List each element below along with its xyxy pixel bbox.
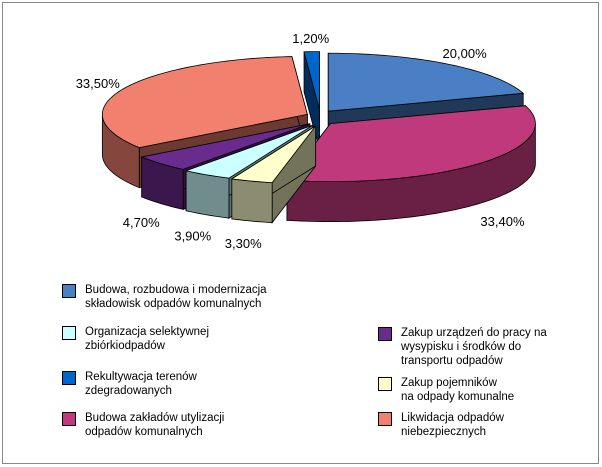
slice-wall [231,178,273,224]
legend-item: Organizacja selektywnej zbiórkiodpadów [62,325,209,353]
legend-label: Organizacja selektywnej zbiórkiodpadów [85,326,210,352]
legend-item: Budowa, rozbudowa i modernizacja składow… [62,283,267,311]
legend-label: Rekultywacja terenów zdegradowanych [85,371,197,397]
legend-item: Zakup pojemników na odpady komunalne [378,376,514,404]
legend-swatch [62,284,76,298]
legend-label: Budowa, rozbudowa i modernizacja składow… [85,284,267,310]
slice-top [101,56,308,149]
slice-top [303,51,320,110]
slice-top [140,123,310,170]
legend-swatch [378,377,392,391]
data-label: 20,00% [443,46,488,61]
data-label: 33,40% [480,214,525,229]
slice-wall [185,170,230,219]
data-label: 4,70% [123,215,160,230]
slice-top [184,124,313,179]
legend-swatch [378,412,392,426]
legend-label: Likwidacja odpadów niebezpiecznych [401,412,504,438]
data-label: 3,30% [225,236,262,251]
legend-swatch [62,412,76,426]
slice-top [230,125,316,184]
legend-swatch [62,326,76,340]
legend-item: Rekultywacja terenów zdegradowanych [62,370,197,398]
data-label: 1,20% [292,31,329,46]
legend-item: Likwidacja odpadów niebezpiecznych [378,411,504,439]
legend-item: Zakup urządzeń do pracy na wysypisku i ś… [378,326,547,368]
slice-top [327,52,525,112]
slice [286,105,536,223]
slice [230,124,317,224]
slice-top [286,105,536,183]
legend-item: Budowa zakładów utylizacji odpadów komun… [62,411,224,439]
legend-swatch [62,371,76,385]
data-label: 3,90% [174,228,211,243]
legend-label: Budowa zakładów utylizacji odpadów komun… [85,412,225,438]
legend-swatch [378,327,392,341]
legend-label: Zakup urządzeń do pracy na wysypisku i ś… [401,327,547,367]
legend-label: Zakup pojemników na odpady komunalne [401,377,515,403]
data-label: 33,50% [76,76,121,91]
slice [303,51,320,150]
